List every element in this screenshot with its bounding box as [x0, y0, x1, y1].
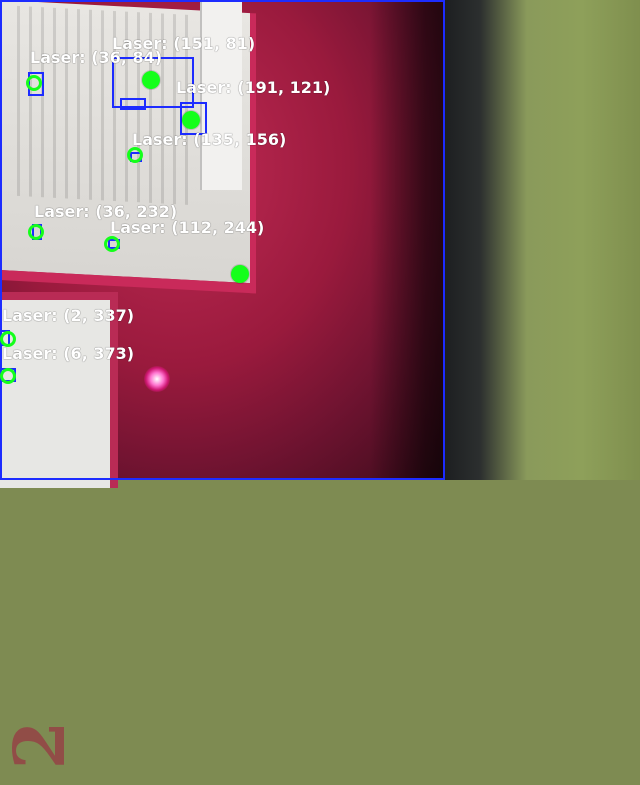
- laser-ring-center-upper: [127, 147, 143, 163]
- bbox-main: [112, 57, 194, 108]
- laser-ring-top-left: [26, 75, 42, 91]
- laser-label-mid-left: Laser: (36, 232): [34, 202, 178, 221]
- background-right: [445, 0, 640, 480]
- laser-label-bottom-left-a: Laser: (2, 337): [2, 306, 135, 325]
- laser-label-top-center: Laser: (151, 81): [112, 34, 256, 53]
- laser-label-top-left: Laser: (36, 84): [30, 48, 163, 67]
- big-number: 2: [0, 720, 81, 770]
- magenta-laser-spot: [144, 366, 170, 392]
- bottom-label: 2: [0, 292, 118, 769]
- laser-label-mid-center-b: Laser: (135, 156): [132, 130, 287, 149]
- laser-point-lower-right: [231, 265, 249, 283]
- laser-ring-left-bottom-b: [0, 368, 16, 384]
- detections-overlay: Laser: (151, 81) Laser: (36, 84) Laser: …: [0, 34, 331, 384]
- laser-label-bottom-left-b: Laser: (6, 373): [2, 344, 135, 363]
- laser-ring-left-mid: [28, 224, 44, 240]
- label-strip: [200, 0, 242, 190]
- laser-label-mid-center-a: Laser: (191, 121): [176, 78, 331, 97]
- laser-point-right: [182, 111, 200, 129]
- laser-point-top: [142, 71, 160, 89]
- laser-ring-center-mid: [104, 236, 120, 252]
- camera-frame: 2: [0, 0, 640, 769]
- laser-label-mid-center-c: Laser: (112, 244): [110, 218, 265, 237]
- bbox-small-right: [180, 102, 207, 135]
- laser-ring-left-bottom-a: [0, 331, 16, 347]
- bbox-small-left: [120, 98, 146, 110]
